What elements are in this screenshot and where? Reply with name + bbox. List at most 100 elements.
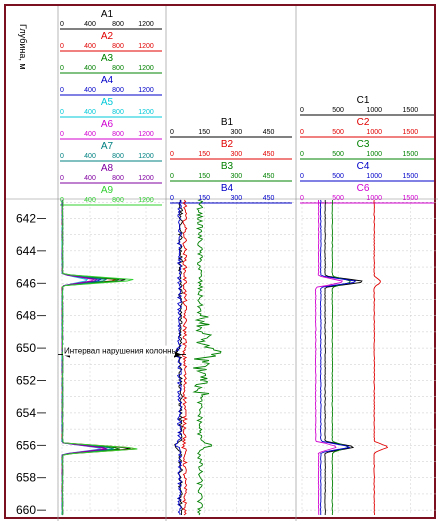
curve-scale-tick-label: 300 (231, 195, 243, 202)
curve-scale-tick-label: 450 (263, 151, 275, 158)
curve-scale-tick-label: 0 (60, 21, 64, 28)
curve-scale-tick-label: 1200 (138, 131, 154, 138)
depth-tick-label: 654 (16, 406, 36, 420)
curve-scale-tick-label: 800 (112, 65, 124, 72)
curve-scale-tick-label: 400 (84, 87, 96, 94)
log-curve-a2 (61, 200, 137, 516)
curve-scale-tick-label: 1000 (366, 129, 382, 136)
curve-scale-tick-label: 1500 (403, 151, 419, 158)
depth-tick-label: 656 (16, 438, 36, 452)
curve-scale-tick-label: 0 (300, 107, 304, 114)
curve-scale-tick-label: 1000 (366, 107, 382, 114)
curve-scale-tick-label: 300 (231, 151, 243, 158)
curve-scale-tick-label: 1200 (138, 43, 154, 50)
curve-scale-tick-label: 150 (198, 129, 210, 136)
curve-scale-tick-label: 0 (170, 173, 174, 180)
curve-scale-tick-label: 800 (112, 87, 124, 94)
curve-scale-tick-label: 800 (112, 153, 124, 160)
curve-scale-tick-label: 800 (112, 131, 124, 138)
curve-scale-tick-label: 800 (112, 21, 124, 28)
curve-scale-tick-label: 0 (60, 87, 64, 94)
curve-scale-tick-label: 450 (263, 173, 275, 180)
curve-scale-tick-label: 400 (84, 21, 96, 28)
curve-scale-tick-label: 0 (60, 131, 64, 138)
curve-name-label: A9 (101, 185, 114, 196)
curve-scale-tick-label: 0 (170, 151, 174, 158)
curve-scale-tick-label: 1500 (403, 129, 419, 136)
curve-scale-tick-label: 1200 (138, 21, 154, 28)
log-curve-c4 (320, 199, 357, 516)
curve-scale-tick-label: 1500 (403, 195, 419, 202)
curve-scale-tick-label: 500 (332, 107, 344, 114)
curve-scale-tick-label: 150 (198, 151, 210, 158)
log-chart-frame: Глубина, м 642 644 646 648 650 652 654 656 658 660… (4, 4, 438, 521)
curve-scale-tick-label: 400 (84, 197, 96, 204)
depth-tick-label: 658 (16, 471, 36, 485)
curve-name-label: B4 (221, 183, 234, 194)
curve-scale-tick-label: 1200 (138, 153, 154, 160)
log-curve-c2 (373, 199, 389, 516)
curve-scale-tick-label: 400 (84, 153, 96, 160)
curve-scale-tick-label: 1000 (366, 195, 382, 202)
log-curve-c1 (324, 200, 363, 515)
log-curve-c3 (331, 199, 351, 516)
curve-scale-tick-label: 500 (332, 173, 344, 180)
log-curve-a3 (61, 199, 120, 516)
curve-scale-tick-label: 0 (170, 195, 174, 202)
curve-scale-tick-label: 0 (300, 173, 304, 180)
curve-scale-tick-label: 300 (231, 129, 243, 136)
curve-scale-tick-label: 800 (112, 43, 124, 50)
annotation-label-background (63, 345, 175, 356)
curve-scale-tick-label: 1200 (138, 175, 154, 182)
curve-scale-tick-label: 0 (300, 129, 304, 136)
curve-scale-tick-label: 500 (332, 195, 344, 202)
curve-name-label: A2 (101, 31, 114, 42)
curve-scale-tick-label: 450 (263, 129, 275, 136)
log-curve-a6 (61, 199, 105, 516)
curve-name-label: A8 (101, 163, 114, 174)
log-curve-a4 (61, 200, 108, 516)
depth-tick-label: 646 (16, 276, 36, 290)
curve-scale-tick-label: 800 (112, 197, 124, 204)
curve-name-label: B1 (221, 117, 234, 128)
curve-name-label: C3 (357, 139, 370, 150)
curve-scale-tick-label: 150 (198, 195, 210, 202)
curve-scale-tick-label: 800 (112, 175, 124, 182)
depth-tick-label: 648 (16, 309, 36, 323)
curve-scale-tick-label: 0 (60, 65, 64, 72)
log-curve-a8 (61, 199, 108, 516)
curve-name-label: B2 (221, 139, 234, 150)
well-log-chart: Глубина, м 642 644 646 648 650 652 654 656 658 660… (6, 6, 438, 521)
depth-axis-label: Глубина, м (18, 24, 28, 70)
log-curve-c6 (314, 199, 344, 516)
curve-scale-tick-label: 400 (84, 109, 96, 116)
curve-scale-tick-label: 400 (84, 131, 96, 138)
curve-name-label: A4 (101, 75, 114, 86)
curve-scale-tick-label: 0 (60, 109, 64, 116)
curve-scale-tick-label: 1200 (138, 65, 154, 72)
curve-scale-tick-label: 0 (60, 153, 64, 160)
curve-name-label: C1 (357, 95, 370, 106)
log-curve-b4 (173, 199, 183, 515)
annotation-arrow-icon (174, 351, 182, 358)
depth-tick-label: 652 (16, 373, 36, 387)
curve-scale-tick-label: 0 (300, 151, 304, 158)
curve-name-label: C4 (357, 161, 370, 172)
curve-name-label: C6 (357, 183, 370, 194)
curve-scale-tick-label: 450 (263, 195, 275, 202)
curve-name-label: B3 (221, 161, 234, 172)
curve-scale-tick-label: 1000 (366, 173, 382, 180)
curve-name-label: A3 (101, 53, 114, 64)
curve-name-label: C2 (357, 117, 370, 128)
curve-scale-tick-label: 500 (332, 129, 344, 136)
curve-scale-tick-label: 1200 (138, 197, 154, 204)
curve-scale-tick-label: 400 (84, 65, 96, 72)
curve-scale-tick-label: 0 (300, 195, 304, 202)
curve-scale-tick-label: 0 (170, 129, 174, 136)
curve-scale-tick-label: 1500 (403, 107, 419, 114)
depth-tick-label: 650 (16, 341, 36, 355)
curve-scale-tick-label: 300 (231, 173, 243, 180)
depth-tick-label: 642 (16, 211, 36, 225)
curve-scale-tick-label: 1500 (403, 173, 419, 180)
curve-name-label: A7 (101, 141, 114, 152)
